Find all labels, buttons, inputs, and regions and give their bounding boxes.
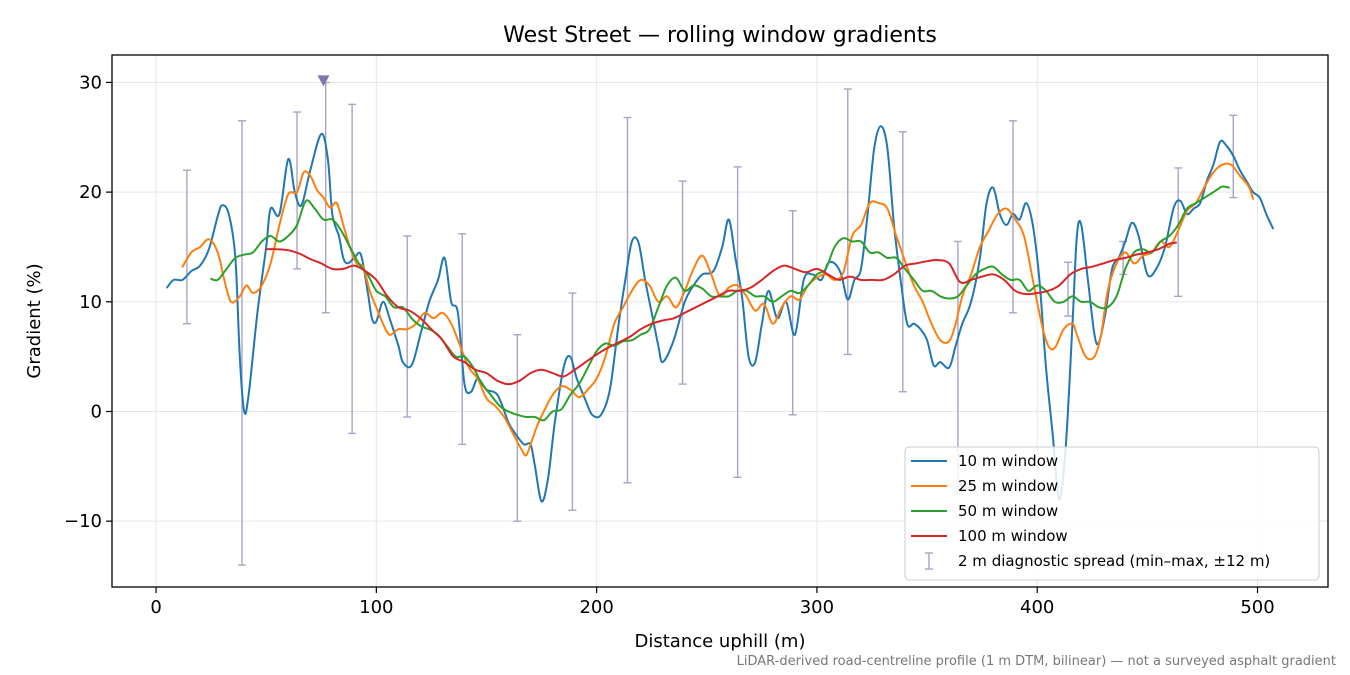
spread-bar (182, 169, 191, 325)
legend-entry: 50 m window (911, 502, 1058, 520)
y-tick-label: 0 (91, 401, 102, 422)
spread-bar (568, 292, 577, 511)
spread-bar (348, 103, 357, 435)
peak-marker-group (317, 75, 330, 87)
spread-bar (1064, 261, 1073, 317)
series-line-10-m-window (166, 125, 1274, 503)
legend-label: 100 m window (958, 527, 1068, 545)
plot-frame (111, 54, 1329, 588)
series-lines (166, 125, 1274, 503)
legend-label: 2 m diagnostic spread (min–max, ±12 m) (958, 552, 1270, 570)
x-tick-label: 300 (800, 597, 834, 618)
legend: 10 m window 25 m window 50 m window 100 m w… (904, 446, 1320, 581)
spread-bar (678, 180, 687, 385)
legend-entry: 2 m diagnostic spread (min–max, ±12 m) (925, 552, 1270, 570)
legend-label: 10 m window (958, 452, 1058, 470)
legend-entry: 100 m window (911, 527, 1068, 545)
y-tick-label: 20 (79, 182, 102, 203)
legend-box (904, 446, 1320, 581)
series-line-100-m-window (265, 241, 1177, 386)
y-axis-ticks: −10 0 10 20 30 (64, 72, 112, 532)
x-tick-label: 100 (359, 597, 393, 618)
legend-label: 25 m window (958, 477, 1058, 495)
legend-entry: 10 m window (911, 452, 1058, 470)
y-tick-label: −10 (64, 511, 102, 532)
footnote: LiDAR-derived road-centreline profile (1… (737, 654, 1336, 669)
legend-label: 50 m window (958, 502, 1058, 520)
y-tick-label: 10 (79, 292, 102, 313)
grid (112, 55, 1328, 587)
x-tick-label: 0 (150, 597, 161, 618)
spread-bar (843, 88, 852, 356)
y-axis-label: Gradient (%) (24, 263, 45, 378)
spread-bar (898, 131, 907, 393)
spread-bar (458, 233, 467, 446)
x-tick-label: 500 (1240, 597, 1274, 618)
spread-bar (513, 334, 522, 522)
legend-entry: 25 m window (911, 477, 1058, 495)
x-axis-label: Distance uphill (m) (635, 631, 806, 652)
peak-marker-icon (317, 75, 330, 87)
spread-bar (733, 166, 742, 479)
x-tick-label: 400 (1020, 597, 1054, 618)
chart-title: West Street — rolling window gradients (503, 23, 937, 48)
spread-bar (788, 210, 797, 416)
series-line-50-m-window (210, 185, 1230, 422)
x-axis-ticks: 0 100 200 300 400 500 (150, 587, 1275, 618)
x-tick-label: 200 (579, 597, 613, 618)
y-tick-label: 30 (79, 72, 102, 93)
spread-bar (403, 235, 412, 418)
series-line-25-m-window (181, 162, 1255, 457)
spread-bar (237, 120, 246, 566)
